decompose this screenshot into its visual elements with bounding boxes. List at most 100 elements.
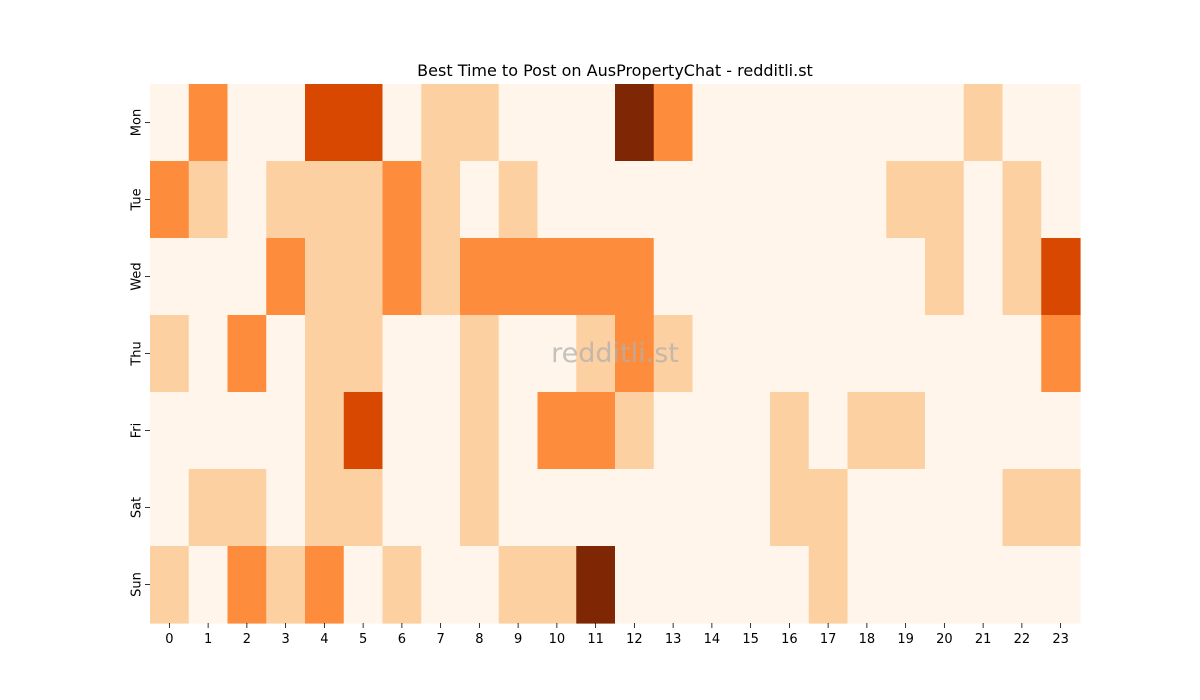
heatmap-cell: [886, 84, 926, 162]
heatmap-cell: [498, 161, 539, 239]
heatmap-cell: [576, 161, 616, 239]
heatmap-cell: [537, 469, 577, 547]
y-tick-label: Fri: [130, 423, 145, 439]
heatmap-cell: [305, 84, 345, 162]
heatmap-cell: [537, 161, 577, 239]
heatmap-cell: [150, 315, 190, 393]
heatmap-cell: [1041, 392, 1081, 470]
x-tick-label: 6: [398, 632, 406, 647]
heatmap-cell: [460, 238, 500, 316]
heatmap-cell: [305, 469, 345, 547]
heatmap-cell: [886, 392, 926, 470]
heatmap-cell: [382, 469, 422, 547]
heatmap-cell: [576, 469, 616, 547]
x-tick-label: 8: [475, 632, 483, 647]
heatmap-cell: [421, 161, 461, 239]
heatmap-cell: [1041, 84, 1081, 162]
x-tick-label: 16: [781, 632, 798, 647]
heatmap-cell: [770, 238, 810, 316]
heatmap-cell: [266, 469, 306, 547]
x-tick-label: 9: [514, 632, 522, 647]
y-tick-label: Mon: [130, 109, 145, 136]
heatmap-cell: [498, 315, 539, 393]
x-tick-label: 7: [436, 632, 444, 647]
x-tick-label: 4: [320, 632, 328, 647]
heatmap-cell: [963, 84, 1004, 162]
x-tick-label: 17: [820, 632, 837, 647]
heatmap-cell: [382, 315, 422, 393]
heatmap-cell: [847, 469, 887, 547]
heatmap-cell: [925, 469, 965, 547]
heatmap-cell: [770, 469, 810, 547]
heatmap-cell: [731, 469, 771, 547]
heatmap-cell: [382, 546, 422, 624]
x-tick-label: 11: [587, 632, 604, 647]
heatmap-cell: [227, 238, 267, 316]
y-tick-label: Sun: [130, 572, 145, 597]
heatmap-cell: [963, 161, 1004, 239]
heatmap-cell: [731, 238, 771, 316]
heatmap-cell: [808, 84, 849, 162]
heatmap-cell: [498, 84, 539, 162]
heatmap-cell: [576, 238, 616, 316]
heatmap-cell: [227, 546, 267, 624]
heatmap-cell: [382, 161, 422, 239]
heatmap-cell: [963, 315, 1004, 393]
heatmap-cell: [1041, 238, 1081, 316]
heatmap-cell: [343, 469, 384, 547]
heatmap-cell: [925, 315, 965, 393]
x-tick-label: 5: [359, 632, 367, 647]
heatmap-cell: [808, 238, 849, 316]
x-axis: 0 1 2 3 4 5 6 7 8 9 10 11 12 13 14 15 16 17 18 19 20 21 22 23: [165, 623, 1069, 647]
heatmap-cell: [847, 392, 887, 470]
heatmap-cell: [615, 469, 655, 547]
heatmap-cell: [150, 469, 190, 547]
heatmap-cell: [615, 546, 655, 624]
x-tick-label: 20: [936, 632, 953, 647]
heatmap-cell: [227, 315, 267, 393]
heatmap-cell: [963, 546, 1004, 624]
heatmap-cell: [692, 161, 732, 239]
heatmap-cell: [421, 392, 461, 470]
x-tick-label: 3: [281, 632, 289, 647]
heatmap-cell: [653, 238, 694, 316]
heatmap-cell: [731, 315, 771, 393]
x-tick-label: 10: [549, 632, 566, 647]
x-tick-label: 22: [1014, 632, 1031, 647]
heatmap-cell: [1002, 84, 1042, 162]
heatmap-cell: [963, 392, 1004, 470]
heatmap-cell: [1002, 546, 1042, 624]
x-tick-label: 14: [704, 632, 721, 647]
heatmap-cell: [1041, 546, 1081, 624]
x-tick-label: 15: [742, 632, 759, 647]
y-axis: Mon Tue Wed Thu Fri Sat Sun: [130, 109, 150, 597]
heatmap-cell: [537, 392, 577, 470]
heatmap-cell: [227, 84, 267, 162]
heatmap-cell: [847, 161, 887, 239]
heatmap-cell: [421, 315, 461, 393]
heatmap-cell: [847, 315, 887, 393]
heatmap-cell: [615, 161, 655, 239]
heatmap-cell: [1002, 161, 1042, 239]
heatmap-cell: [460, 469, 500, 547]
heatmap-cell: [150, 161, 190, 239]
heatmap-cell: [653, 84, 694, 162]
x-tick-label: 12: [626, 632, 643, 647]
heatmap-cell: [770, 392, 810, 470]
heatmap-cell: [1041, 315, 1081, 393]
heatmap-cell: [343, 161, 384, 239]
heatmap-cell: [847, 238, 887, 316]
heatmap-cell: [537, 546, 577, 624]
heatmap-cell: [653, 469, 694, 547]
heatmap-cell: [615, 315, 655, 393]
heatmap-cell: [421, 84, 461, 162]
heatmap-cell: [188, 161, 229, 239]
x-tick-label: 1: [204, 632, 212, 647]
heatmap-cell: [770, 84, 810, 162]
heatmap-cell: [188, 315, 229, 393]
watermark: redditli.st: [551, 338, 679, 369]
heatmap-cell: [808, 161, 849, 239]
heatmap-cell: [460, 546, 500, 624]
x-tick-label: 18: [859, 632, 876, 647]
